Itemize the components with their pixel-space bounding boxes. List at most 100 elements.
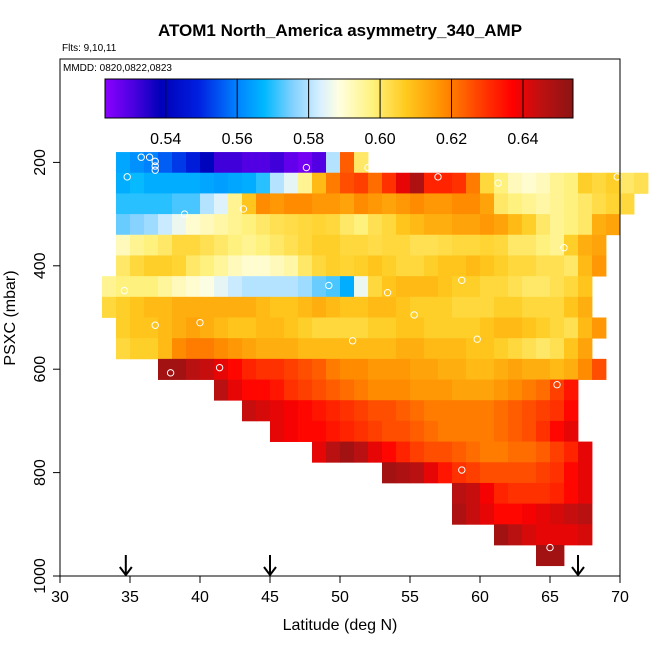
heatmap-cell [116,317,131,339]
heatmap-cell [354,400,369,422]
heatmap-cell [102,296,117,318]
heatmap-cell [298,255,313,277]
heatmap-cell [494,379,509,401]
heatmap-cell [578,172,593,194]
heatmap-cell [452,214,467,236]
heatmap-cell [256,152,271,174]
heatmap-cell [242,338,257,360]
heatmap-cell [508,172,523,194]
observation-point [364,163,372,172]
heatmap-cell [186,296,201,318]
observation-point [151,166,159,174]
heatmap-cell [494,317,509,339]
heatmap-cell [564,400,579,422]
heatmap-cell [186,172,201,194]
heatmap-cell [312,338,327,360]
heatmap-cell [452,441,467,463]
heatmap-cell [284,379,299,401]
heatmap-cell [284,296,299,318]
observation-point [458,466,466,474]
heatmap-cell [396,276,411,298]
heatmap-cell [564,482,579,505]
heatmap-cell [116,338,131,360]
heatmap-cell [144,317,159,339]
x-tick-label: 35 [121,589,139,606]
heatmap-cell [452,276,467,298]
observation-point [137,153,145,161]
observation-point [410,311,418,319]
heatmap-cell [186,358,201,380]
heatmap-cell [564,358,579,380]
heatmap-cell [158,276,173,298]
heatmap-cell [396,338,411,360]
colorbar-tick-label: 0.60 [365,131,396,148]
latitude-arrow [263,555,277,577]
observation-point [473,335,481,343]
heatmap-cell [466,276,481,298]
heatmap-cell [326,400,341,422]
heatmap-cell [312,420,327,442]
heatmap-cell [228,317,243,339]
heatmap-cell [592,172,607,194]
heatmap-cell [410,358,425,380]
heatmap-cell [270,152,285,174]
heatmap-cell [284,420,299,442]
heatmap-cell [354,276,369,298]
heatmap-cell [536,234,551,256]
heatmap-cell [200,358,215,380]
observation-point [302,163,311,172]
heatmap-cell [158,234,173,256]
heatmap-cell [536,255,551,277]
heatmap-cell [270,338,285,360]
observation-point [151,162,159,170]
heatmap-cell [410,462,425,484]
heatmap-cell [368,317,383,339]
heatmap-cell [438,462,453,484]
heatmap-cell [242,172,257,194]
heatmap-cell [396,462,411,484]
heatmap-cell [312,214,327,236]
heatmap-cell [410,379,425,401]
x-tick-label: 30 [51,589,69,606]
heatmap-cell [340,441,355,463]
heatmap-cell [242,255,257,277]
heatmap-cell [270,296,285,318]
heatmap-cell [550,420,565,442]
colorbar-gradient [105,79,573,118]
heatmap-cell [466,172,481,194]
heatmap-cell [214,296,229,318]
heatmap-cell [522,358,537,380]
heatmap-cell [550,276,565,298]
heatmap-cell [494,524,509,546]
x-tick-label: 40 [191,589,209,606]
heatmap-cell [466,193,481,215]
heatmap-cell [606,172,621,194]
heatmap-cell [256,234,271,256]
heatmap-cell [564,317,579,339]
heatmap-cell [480,379,495,401]
heatmap-cell [228,214,243,236]
heatmap-cell [368,193,383,215]
observation-point [239,205,248,213]
x-tick-label: 55 [401,589,419,606]
heatmap-cell [480,358,495,380]
heatmap-cell [312,172,327,194]
heatmap-cell [340,276,355,298]
heatmap-cell [564,276,579,298]
heatmap-cell [396,441,411,463]
heatmap-cell [326,276,341,298]
heatmap-cell [494,420,509,442]
observation-point [145,153,154,161]
heatmap-cell [424,214,439,236]
heatmap-cell [410,214,425,236]
y-axis: 200 400 600 800 1000 [32,149,60,594]
heatmap-cell [284,338,299,360]
heatmap-cell [438,255,453,277]
heatmap-cell [368,296,383,318]
heatmap-cell [312,234,327,256]
heatmap-cell [480,482,495,505]
heatmap-cell [354,234,369,256]
heatmap-cell [620,193,635,215]
x-axis-label: Latitude (deg N) [283,617,398,634]
heatmap-cell [186,338,201,360]
